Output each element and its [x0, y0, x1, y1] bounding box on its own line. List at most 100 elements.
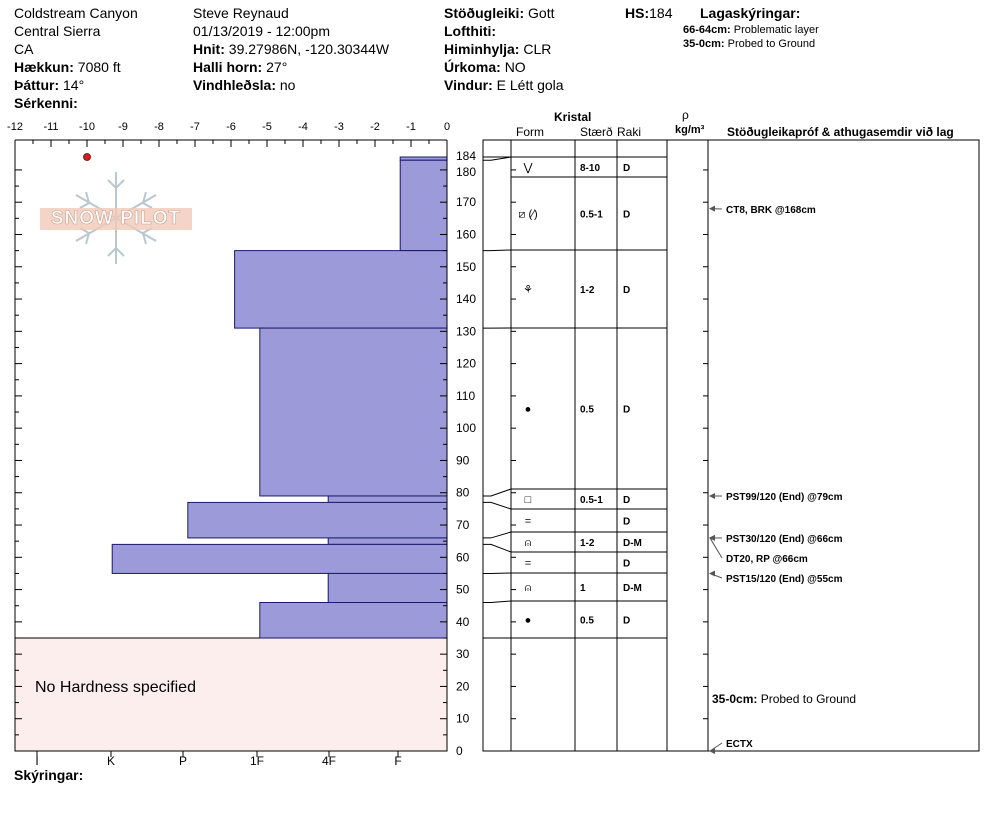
- temp-tick-label: -7: [190, 121, 200, 133]
- crystal-form: ⋁: [522, 162, 533, 174]
- legend-range-2: 35-0cm:: [683, 38, 725, 50]
- test-arrowhead: [709, 205, 715, 212]
- temp-tick-label: -3: [334, 121, 344, 133]
- size-header: Stærð: [580, 125, 613, 139]
- crystal-form: □: [525, 494, 532, 506]
- height-tick-label: 150: [456, 260, 476, 274]
- temp-tick-label: -8: [154, 121, 164, 133]
- height-tick-label: 80: [456, 486, 470, 500]
- hardness-tick-label: F: [394, 754, 401, 768]
- wind: E Létt gola: [496, 77, 564, 93]
- legend-range-1: 66-64cm:: [683, 24, 731, 36]
- layer-moisture: D-M: [623, 538, 642, 549]
- wind-label: Vindur:: [444, 77, 493, 93]
- stability-test: PST30/120 (End) @66cm: [726, 534, 843, 545]
- hardness-bar: [111, 543, 448, 574]
- slope-label: Halli horn:: [193, 59, 263, 75]
- probe-note-range: 35-0cm:: [712, 692, 758, 706]
- crystal-form: ⧄ (⁄): [518, 209, 537, 221]
- hardness-bar: [259, 602, 448, 639]
- temp-tick-label: -9: [118, 121, 128, 133]
- hardness-tick-label: K: [107, 754, 115, 768]
- observer: Steve Reynaud: [193, 5, 289, 21]
- no-hardness-region: [14, 637, 448, 752]
- temperature-point: [83, 153, 91, 161]
- layer-moisture: D: [623, 495, 630, 506]
- elevation: 7080 ft: [77, 59, 121, 75]
- crystal-form: ●: [525, 615, 532, 627]
- datetime: 01/13/2019 - 12:00pm: [193, 23, 330, 39]
- temp-tick-label: -6: [226, 121, 236, 133]
- crystal-form: ⍝: [525, 582, 532, 594]
- layer-connector: [483, 543, 512, 553]
- layer-connector: [483, 249, 512, 252]
- height-tick-label: 60: [456, 550, 470, 564]
- hardness-bar: [327, 572, 448, 604]
- temp-tick-label: -10: [79, 121, 95, 133]
- wind-loading-label: Vindhleðsla:: [193, 77, 276, 93]
- chart-axes: -12 -11 -10 -9 -8 -7 -6 -5 -4 -3 -2 -1 0010203040506…: [7, 121, 476, 768]
- slope: 27°: [266, 59, 288, 75]
- height-tick-label: 100: [456, 421, 476, 435]
- height-tick-label: 40: [456, 615, 470, 629]
- hardness-bar: [259, 327, 448, 497]
- sky: CLR: [523, 41, 552, 57]
- height-tick-label: 30: [456, 647, 470, 661]
- test-arrowhead: [709, 570, 715, 577]
- hardness-tick-label: P: [179, 754, 187, 768]
- aspect-label: Þáttur:: [14, 77, 60, 93]
- density-symbol: ρ: [682, 108, 689, 122]
- precip-label: Úrkoma:: [444, 59, 501, 75]
- temp-tick-label: -11: [43, 121, 58, 133]
- crystal-size: 0.5-1: [580, 210, 603, 221]
- stability-tests: CT8, BRK @168cm PST99/120 (End) @79cm PST3…: [709, 205, 843, 754]
- layer-connector: [483, 600, 512, 603]
- hardness-bar: [399, 159, 448, 252]
- sky-label: Himinhylja:: [444, 41, 520, 57]
- temp-tick-label: -12: [7, 121, 23, 133]
- layer-moisture: D: [623, 163, 630, 174]
- crystal-size: 1-2: [580, 285, 595, 296]
- height-tick-label: 160: [456, 227, 476, 241]
- layer-connector: [483, 156, 512, 161]
- crystal-size: 0.5: [580, 616, 594, 627]
- layer-connector: [483, 501, 512, 510]
- height-tick-label: 70: [456, 518, 470, 532]
- stability-test: PST99/120 (End) @79cm: [726, 492, 843, 503]
- hs-value: 184: [649, 5, 673, 21]
- legend-text-1: Problematic layer: [733, 24, 819, 36]
- density-unit: kg/m³: [675, 124, 705, 136]
- snowpilot-logo: SNOW PILOT: [38, 168, 194, 268]
- layer-moisture: D: [623, 210, 630, 221]
- wind-loading: no: [279, 77, 296, 93]
- range: Central Sierra: [14, 23, 101, 39]
- crystal-size: 8-10: [580, 163, 600, 174]
- table-frame: [482, 139, 980, 752]
- state: CA: [14, 41, 34, 57]
- height-tick-label: 110: [456, 389, 475, 403]
- temp-tick-label: -2: [370, 121, 380, 133]
- height-tick-label: 0: [456, 744, 463, 758]
- height-tick-label: 50: [456, 583, 470, 597]
- hardness-tick-label: 1F: [250, 754, 264, 768]
- form-header: Form: [516, 125, 544, 139]
- height-tick-label: 184: [456, 149, 476, 163]
- crystal-size: 1-2: [580, 538, 595, 549]
- hardness-bar: [234, 250, 448, 329]
- height-tick-label: 90: [456, 453, 470, 467]
- height-tick-label: 180: [456, 165, 476, 179]
- height-tick-label: 10: [456, 712, 470, 726]
- hardness-bars: [14, 156, 448, 752]
- height-tick-label: 120: [456, 357, 476, 371]
- test-arrowhead: [709, 748, 715, 754]
- crystal-form: =: [525, 558, 531, 570]
- temp-tick-label: -5: [262, 121, 272, 133]
- height-tick-label: 170: [456, 195, 476, 209]
- layer-moisture: D: [623, 517, 630, 528]
- comments-header: Stöðugleikapróf & athugasemdir við lag: [727, 125, 954, 139]
- aspect: 14°: [63, 77, 85, 93]
- stability-label: Stöðugleiki:: [444, 5, 525, 21]
- stability-test: DT20, RP @66cm: [726, 554, 808, 565]
- height-tick-label: 130: [456, 324, 476, 338]
